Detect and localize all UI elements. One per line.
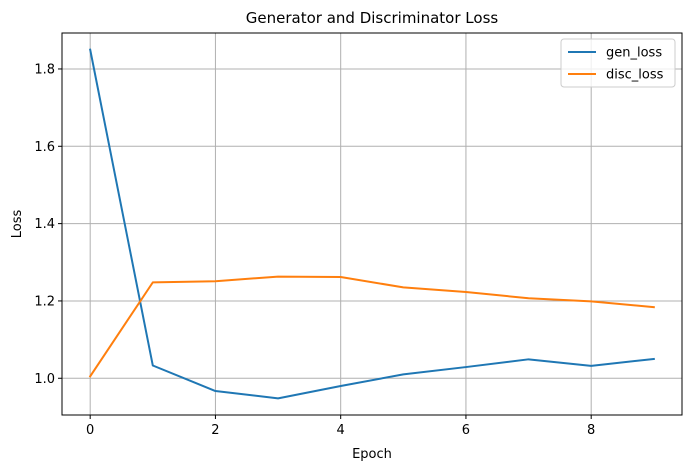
y-tick-label: 1.8 bbox=[34, 62, 55, 77]
y-tick-label: 1.4 bbox=[34, 217, 55, 232]
x-tick-label: 2 bbox=[211, 423, 219, 438]
series-line-gen-loss bbox=[89, 48, 655, 400]
x-tick-label: 0 bbox=[86, 423, 94, 438]
x-tick-label: 4 bbox=[337, 423, 345, 438]
legend-label-disc-loss: disc_loss bbox=[606, 68, 664, 83]
x-tick-label: 8 bbox=[587, 423, 595, 438]
chart-title: Generator and Discriminator Loss bbox=[246, 9, 499, 27]
legend-label-gen-loss: gen_loss bbox=[606, 46, 662, 61]
legend: gen_loss disc_loss bbox=[560, 38, 676, 88]
y-tick-label: 1.6 bbox=[34, 140, 55, 155]
x-axis-title: Epoch bbox=[352, 447, 392, 462]
x-tick-label: 6 bbox=[462, 423, 470, 438]
y-tick-label: 1.2 bbox=[34, 294, 55, 309]
series-line-disc-loss bbox=[88, 275, 655, 378]
y-axis-title: Loss bbox=[10, 210, 25, 239]
series-layer bbox=[88, 48, 655, 400]
ticks: 0 2 4 6 8 1.0 1.2 1.4 1.6 1.8 bbox=[34, 62, 595, 438]
y-tick-label: 1.0 bbox=[34, 372, 55, 387]
